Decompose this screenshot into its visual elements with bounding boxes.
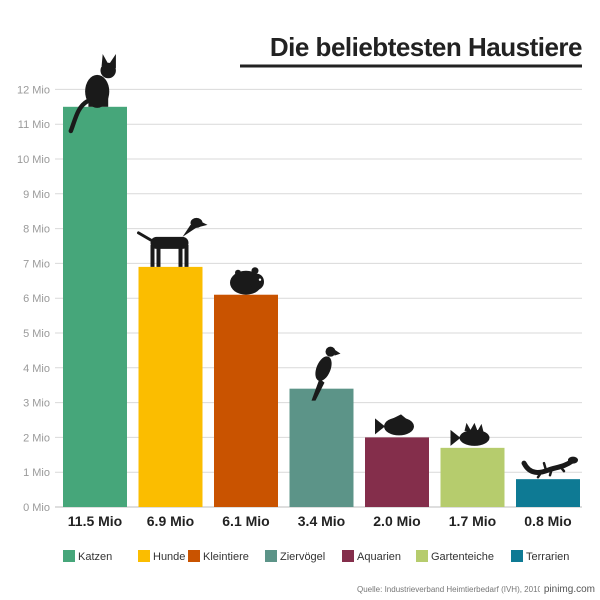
y-axis-ticks: 0 Mio 1 Mio 2 Mio 3 Mio 4 Mio 5 Mio 6 Mio 7 Mio… [17, 84, 50, 514]
y-tick-label: 10 Mio [17, 154, 50, 166]
fish-icon [375, 414, 414, 436]
bar-hunde [138, 266, 203, 507]
legend-item: Terrarien [511, 550, 569, 563]
bars [63, 106, 580, 508]
legend-label: Terrarien [526, 551, 569, 563]
legend-swatch [63, 550, 75, 562]
y-tick-label: 12 Mio [17, 84, 50, 96]
legend-swatch [265, 550, 277, 562]
lizard-icon [521, 456, 578, 479]
value-label: 3.4 Mio [298, 513, 345, 529]
legend-label: Aquarien [357, 551, 401, 563]
legend-item: Hunde [138, 550, 185, 563]
bird-icon [311, 346, 341, 401]
legend-swatch [342, 550, 354, 562]
legend-item: Gartenteiche [416, 550, 494, 563]
legend-swatch [416, 550, 428, 562]
dog-icon [137, 217, 208, 267]
y-tick-label: 2 Mio [23, 432, 50, 444]
y-tick-label: 4 Mio [23, 363, 50, 375]
y-tick-label: 0 Mio [23, 502, 50, 514]
chart-title: Die beliebtesten Haustiere [270, 32, 582, 62]
y-tick-label: 9 Mio [23, 189, 50, 201]
legend-swatch [188, 550, 200, 562]
y-tick-label: 5 Mio [23, 328, 50, 340]
y-tick-label: 3 Mio [23, 398, 50, 410]
source-note: Quelle: Industrieverband Heimtierbedarf … [357, 585, 581, 594]
bar-gartenteiche [440, 447, 505, 507]
y-tick-label: 11 Mio [18, 119, 50, 131]
legend-label: Gartenteiche [431, 551, 494, 563]
cat-icon [68, 54, 116, 134]
legend-item: Katzen [63, 550, 112, 563]
bar-terrarien [516, 479, 580, 507]
legend-swatch [138, 550, 150, 562]
legend: Katzen Hunde Kleintiere Ziervögel Aquarien Ga… [63, 550, 569, 563]
watermark-backdrop [540, 580, 598, 596]
bar-ziervögel [289, 388, 354, 507]
legend-item: Aquarien [342, 550, 401, 563]
legend-label: Ziervögel [280, 551, 325, 563]
value-label: 0.8 Mio [524, 513, 571, 529]
value-label: 11.5 Mio [68, 513, 122, 529]
value-label: 6.9 Mio [147, 513, 194, 529]
legend-label: Hunde [153, 551, 185, 563]
y-tick-label: 1 Mio [23, 467, 50, 479]
legend-swatch [511, 550, 523, 562]
y-tick-label: 6 Mio [23, 293, 50, 305]
legend-label: Katzen [78, 551, 112, 563]
y-tick-label: 7 Mio [23, 258, 50, 270]
value-label: 6.1 Mio [222, 513, 269, 529]
bar-katzen [63, 106, 127, 508]
value-label: 2.0 Mio [373, 513, 420, 529]
value-label: 1.7 Mio [449, 513, 496, 529]
watermark: pinimg.com [544, 584, 595, 595]
hamster-icon [230, 267, 264, 295]
value-labels: 11.5 Mio 6.9 Mio 6.1 Mio 3.4 Mio 2.0 Mio 1.7 … [68, 513, 572, 529]
y-tick-label: 8 Mio [23, 224, 50, 236]
bar-kleintiere [214, 294, 278, 507]
legend-item: Ziervögel [265, 550, 325, 563]
perch-icon [450, 422, 490, 446]
legend-label: Kleintiere [203, 551, 249, 563]
legend-item: Kleintiere [188, 550, 249, 563]
animal-icons [68, 54, 578, 479]
bar-aquarien [365, 437, 429, 507]
